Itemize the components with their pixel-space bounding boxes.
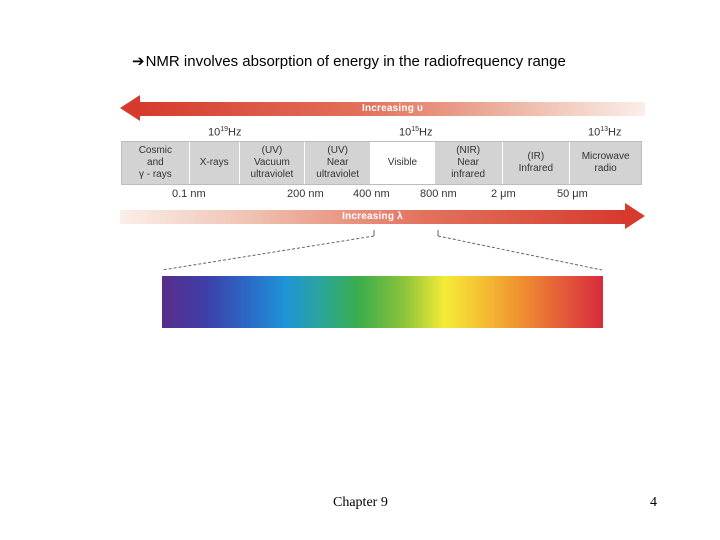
footer-chapter: Chapter 9 (333, 495, 388, 510)
right-arrow-icon: ➔ (132, 52, 145, 70)
expansion-line-left (161, 235, 375, 271)
region-visible: Visible (371, 142, 435, 184)
region-near-infrared: (NIR) Near infrared (434, 142, 503, 184)
slide-heading: ➔NMR involves absorption of energy in th… (132, 52, 566, 70)
region-infrared: (IR) Infrared (502, 142, 571, 184)
heading-text: NMR involves absorption of energy in the… (145, 53, 566, 70)
visible-spectrum-gradient (162, 276, 603, 328)
right-arrowhead-icon (625, 203, 645, 229)
left-arrowhead-icon (120, 95, 140, 121)
frequency-label: 1015Hz (399, 126, 433, 139)
increasing-frequency-arrow: Increasing υ (120, 95, 645, 122)
arrow-shaft (138, 102, 645, 116)
frequency-label: 1013Hz (588, 126, 622, 139)
wavelength-label: 400 nm (353, 188, 390, 200)
increasing-wavelength-arrow: Increasing λ (120, 203, 645, 230)
increasing-frequency-label: Increasing υ (361, 103, 424, 114)
region-x-rays: X-rays (189, 142, 240, 184)
region-cosmic-gamma-rays: Cosmic and γ - rays (122, 142, 190, 184)
wavelength-label: 50 μm (557, 188, 588, 200)
increasing-wavelength-label: Increasing λ (342, 211, 403, 222)
frequency-label: 1019Hz (208, 126, 242, 139)
wavelength-label: 800 nm (420, 188, 457, 200)
expansion-line-right (437, 235, 603, 271)
spectrum-region-table: Cosmic and γ - rays X-rays (UV) Vacuum u… (121, 141, 642, 185)
page-number: 4 (650, 495, 657, 510)
region-vacuum-ultraviolet: (UV) Vacuum ultraviolet (239, 142, 306, 184)
wavelength-label: 0.1 nm (172, 188, 206, 200)
region-near-ultraviolet: (UV) Near ultraviolet (305, 142, 372, 184)
region-microwave-radio: Microwave radio (570, 142, 641, 184)
wavelength-label: 2 μm (491, 188, 516, 200)
wavelength-label: 200 nm (287, 188, 324, 200)
arrow-shaft (120, 210, 625, 224)
